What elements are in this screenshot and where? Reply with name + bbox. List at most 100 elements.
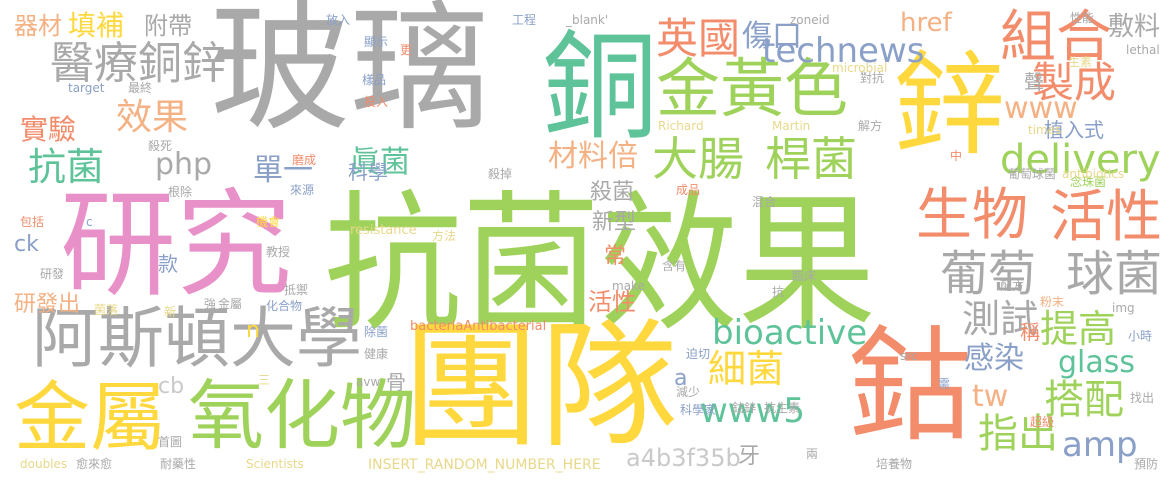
cloud-word: zoneid xyxy=(790,13,830,27)
cloud-word: technews xyxy=(762,31,925,71)
cloud-word: 成品 xyxy=(676,183,701,197)
cloud-word: n xyxy=(246,318,260,343)
cloud-word: 科學家 xyxy=(680,403,717,417)
cloud-word: 來源 xyxy=(290,183,315,197)
cloud-word: 生物 xyxy=(916,183,1028,248)
cloud-word: _blank' xyxy=(566,13,609,27)
cloud-word: 磨成 xyxy=(292,153,317,167)
cloud-word: 小時 xyxy=(1128,329,1153,343)
cloud-word: 預防 xyxy=(1134,457,1159,471)
cloud-word: 找出 xyxy=(1130,391,1155,405)
cloud-word: 牙 xyxy=(738,444,761,469)
cloud-word: 氧化物 xyxy=(188,371,416,460)
cloud-word: c xyxy=(86,215,93,229)
cloud-word: 教授 xyxy=(266,245,291,259)
cloud-word: Martin xyxy=(772,119,811,133)
cloud-word: 骨 xyxy=(386,370,406,394)
cloud-word: 最終 xyxy=(128,81,153,95)
cloud-word: 化合物 xyxy=(266,299,303,313)
cloud-word: 銅 xyxy=(542,20,658,155)
cloud-word: 聲 xyxy=(1024,70,1044,94)
cloud-word: amp xyxy=(1062,425,1138,465)
cloud-word: 需 xyxy=(938,377,951,391)
cloud-word: bioactive xyxy=(712,313,868,353)
cloud-word: 傷口 xyxy=(742,19,802,54)
cloud-word: 眞菌 xyxy=(350,145,410,180)
cloud-word: 稱 xyxy=(1020,320,1040,344)
cloud-word: 款 xyxy=(158,252,178,276)
cloud-word: 更 xyxy=(400,43,413,57)
cloud-word: 解方 xyxy=(858,119,883,133)
cloud-word: img xyxy=(1112,301,1135,315)
cloud-word: 樣品 xyxy=(362,73,387,87)
cloud-word: 菌落 xyxy=(94,303,119,317)
cloud-word: 金黃色 xyxy=(656,53,848,127)
cloud-word: lethal xyxy=(1126,43,1160,57)
cloud-word: glass xyxy=(1058,345,1136,380)
cloud-word: Scientists xyxy=(246,457,304,471)
cloud-word: 活性 xyxy=(1050,185,1162,250)
cloud-word: 強 xyxy=(204,297,217,311)
cloud-word: 抗 xyxy=(772,285,785,299)
cloud-word: 器材 xyxy=(14,12,62,40)
cloud-word: tw xyxy=(972,379,1009,414)
cloud-word: 生素 xyxy=(1068,55,1093,69)
cloud-word: bacteriaAntibacterial xyxy=(410,319,547,334)
cloud-word: INSERT_RANDOM_NUMBER_HERE xyxy=(368,457,601,473)
cloud-word: 科學 xyxy=(348,160,388,184)
cloud-word: 除菌 xyxy=(364,325,389,339)
cloud-word: antibiotics xyxy=(1062,167,1125,181)
cloud-word: avw xyxy=(356,375,381,389)
cloud-word: 對抗 xyxy=(860,71,885,85)
cloud-word: 超級 xyxy=(1030,415,1055,429)
cloud-word: 搭配 xyxy=(1044,377,1124,423)
cloud-word: 機會 xyxy=(256,215,281,229)
cloud-word: 包括 xyxy=(20,215,45,229)
cloud-word: 植入式 xyxy=(1044,118,1104,142)
cloud-word: 感染 xyxy=(964,341,1024,376)
cloud-word: 敷料 xyxy=(1108,12,1161,42)
cloud-word: 殺死 xyxy=(148,139,173,153)
cloud-word: 指出 xyxy=(978,411,1058,457)
cloud-word: a4b3f35b xyxy=(626,444,741,472)
cloud-word: 研發出 xyxy=(14,292,81,317)
cloud-word: 念珠菌 xyxy=(1070,175,1107,189)
cloud-word: cb xyxy=(158,374,185,399)
cloud-word: 配方 xyxy=(1000,279,1025,293)
cloud-word: 測試 xyxy=(962,297,1039,341)
cloud-word: 方法 xyxy=(432,229,457,243)
cloud-word: 臨床 xyxy=(792,269,817,283)
cloud-word: 英國 xyxy=(656,14,741,63)
cloud-word: php xyxy=(155,147,213,182)
cloud-word: 提高 xyxy=(1040,307,1117,351)
cloud-word: microbial xyxy=(832,61,888,75)
cloud-word: www5 xyxy=(700,391,806,431)
cloud-word: href xyxy=(900,8,952,38)
cloud-word: 球菌 xyxy=(1066,246,1163,302)
cloud-word: 團隊 xyxy=(402,306,679,467)
cloud-word: 單一 xyxy=(253,153,313,188)
cloud-word: 效果 xyxy=(116,97,189,138)
cloud-word: 首圖 xyxy=(158,435,183,449)
cloud-word: 工程 xyxy=(512,13,537,27)
cloud-word: 研發 xyxy=(40,267,65,281)
cloud-word: 常 xyxy=(604,244,627,269)
cloud-word: 大腸 xyxy=(652,132,744,186)
cloud-word: 鋅 xyxy=(893,41,1005,171)
cloud-word: 研究 xyxy=(60,178,292,313)
cloud-word: 放入 xyxy=(326,13,351,27)
cloud-word: src xyxy=(900,349,918,363)
cloud-word: 阿斯頓大學 xyxy=(32,300,362,377)
cloud-word: 葡萄 xyxy=(940,246,1037,302)
cloud-word: www xyxy=(1004,91,1078,126)
cloud-word: 新 xyxy=(164,305,177,319)
cloud-word: 葡萄球菌 xyxy=(1008,167,1057,181)
cloud-word: 中 xyxy=(950,149,963,163)
cloud-word: a xyxy=(674,366,688,391)
cloud-word: 抗菌效果 xyxy=(324,178,877,352)
cloud-word: 抵禦 xyxy=(284,283,309,297)
cloud-word: make xyxy=(612,279,645,293)
cloud-word: 製成 xyxy=(1032,58,1117,107)
cloud-word: 愈來愈 xyxy=(76,457,113,471)
